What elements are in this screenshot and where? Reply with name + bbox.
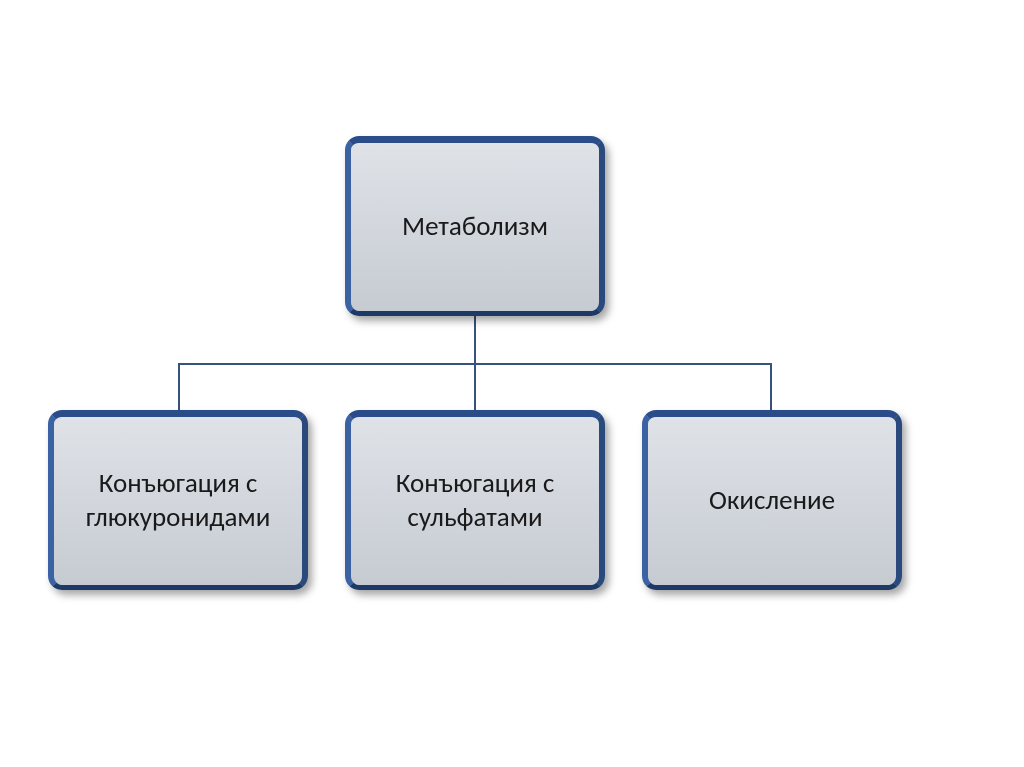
connector-drop-1: [178, 363, 180, 410]
connector-drop-2: [474, 363, 476, 410]
node-child-1: Конъюгация с глюкуронидами: [48, 410, 308, 590]
node-label: Метаболизм: [402, 210, 548, 244]
node-label: Окисление: [709, 484, 835, 518]
connector-drop-3: [770, 363, 772, 410]
org-chart-diagram: Метаболизм Конъюгация с глюкуронидами Ко…: [0, 0, 1024, 767]
node-label: Конъюгация с сульфатами: [371, 467, 579, 535]
node-root: Метаболизм: [345, 136, 605, 316]
node-child-3: Окисление: [642, 410, 902, 590]
node-child-2: Конъюгация с сульфатами: [345, 410, 605, 590]
node-label: Конъюгация с глюкуронидами: [74, 467, 282, 535]
connector-trunk: [474, 316, 476, 363]
